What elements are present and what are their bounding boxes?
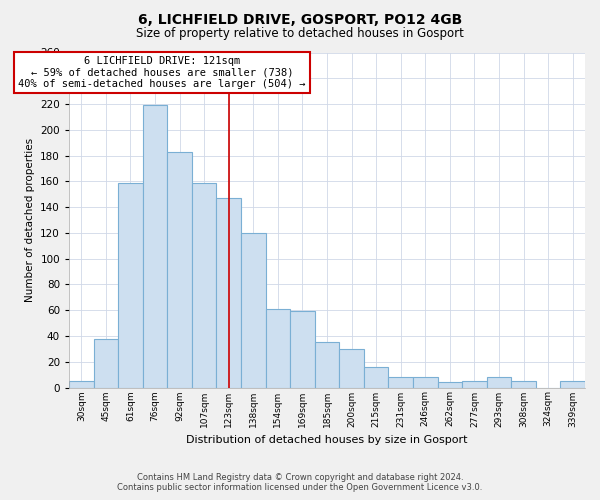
X-axis label: Distribution of detached houses by size in Gosport: Distribution of detached houses by size … (186, 435, 468, 445)
Text: 6, LICHFIELD DRIVE, GOSPORT, PO12 4GB: 6, LICHFIELD DRIVE, GOSPORT, PO12 4GB (138, 12, 462, 26)
Bar (560, 381, 585, 388)
Y-axis label: Number of detached properties: Number of detached properties (25, 138, 35, 302)
Bar (118, 182, 143, 388)
Bar (69, 381, 94, 388)
Bar (487, 377, 511, 388)
Bar (364, 367, 388, 388)
Text: Contains HM Land Registry data © Crown copyright and database right 2024.
Contai: Contains HM Land Registry data © Crown c… (118, 473, 482, 492)
Text: Size of property relative to detached houses in Gosport: Size of property relative to detached ho… (136, 28, 464, 40)
Text: 6 LICHFIELD DRIVE: 121sqm
← 59% of detached houses are smaller (738)
40% of semi: 6 LICHFIELD DRIVE: 121sqm ← 59% of detac… (18, 56, 305, 89)
Bar (167, 152, 192, 388)
Bar (339, 349, 364, 388)
Bar (266, 309, 290, 388)
Bar (462, 381, 487, 388)
Bar (192, 182, 217, 388)
Bar (315, 342, 339, 388)
Bar (511, 381, 536, 388)
Bar (290, 312, 315, 388)
Bar (413, 377, 437, 388)
Bar (94, 338, 118, 388)
Bar (143, 106, 167, 388)
Bar (217, 198, 241, 388)
Bar (241, 233, 266, 388)
Bar (388, 377, 413, 388)
Bar (437, 382, 462, 388)
